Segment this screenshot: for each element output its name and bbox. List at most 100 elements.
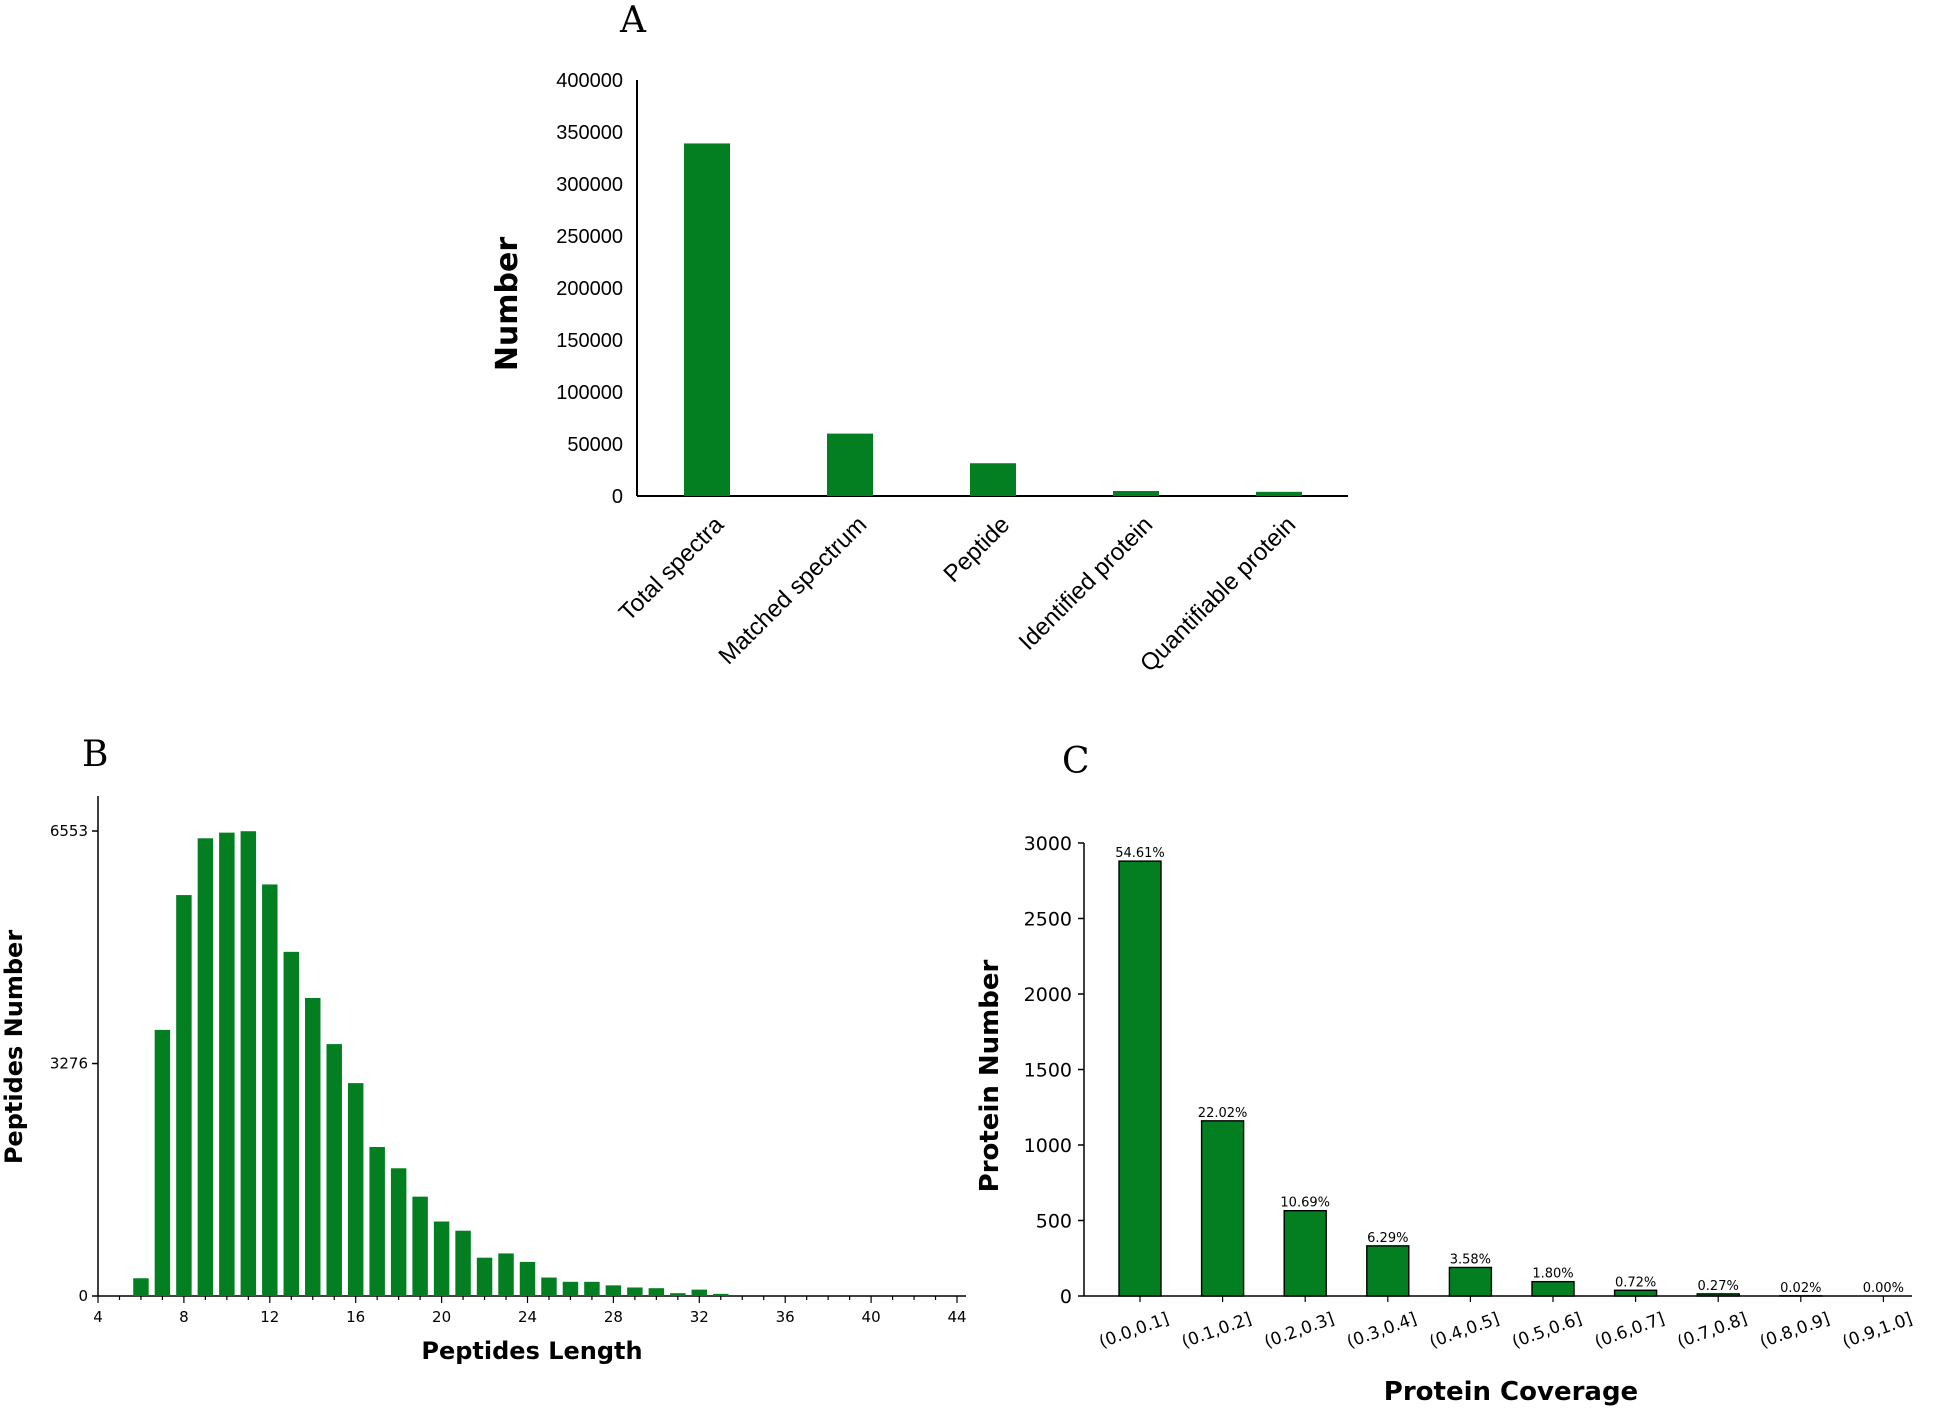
x-tick-label-b: 40 xyxy=(862,1308,881,1326)
bar-b xyxy=(369,1146,385,1296)
bar-b xyxy=(262,884,278,1296)
bar-b xyxy=(154,1029,171,1296)
percent-label-c: 0.02% xyxy=(1780,1281,1821,1296)
y-axis-label-c: Protein Number xyxy=(975,959,1005,1192)
bar-a xyxy=(684,143,730,496)
percent-label-c: 10.69% xyxy=(1280,1196,1330,1211)
bar-c xyxy=(1366,1245,1410,1297)
bar-b xyxy=(305,997,321,1296)
panel-label-a: A xyxy=(619,0,647,41)
x-tick-label-b: 8 xyxy=(179,1308,189,1326)
x-tick-label-b: 44 xyxy=(947,1308,966,1326)
bar-a xyxy=(970,463,1016,496)
bar-b xyxy=(197,838,214,1296)
bar-b xyxy=(713,1293,729,1296)
bar-c xyxy=(1531,1280,1575,1297)
y-tick-label-c: 0 xyxy=(1060,1286,1072,1308)
bar-b xyxy=(433,1221,450,1296)
bar-b xyxy=(627,1287,643,1296)
percent-label-c: 22.02% xyxy=(1198,1106,1248,1121)
x-category-label-c: (0.2,0.3] xyxy=(1262,1309,1337,1353)
y-tick-label-c: 3000 xyxy=(1024,833,1072,855)
y-tick-label-b: 6553 xyxy=(50,822,88,840)
bar-b xyxy=(326,1044,342,1296)
x-category-label-c: (0.9,1.0] xyxy=(1840,1309,1915,1353)
bar-b xyxy=(476,1257,493,1296)
percent-label-c: 0.27% xyxy=(1698,1279,1739,1294)
x-axis-label-c: Protein Coverage xyxy=(1384,1377,1638,1407)
bar-b xyxy=(519,1261,536,1296)
y-tick-label-a: 200000 xyxy=(556,278,623,300)
x-category-label-a: Quantifiable protein xyxy=(1135,511,1301,677)
percent-label-c: 3.58% xyxy=(1450,1252,1491,1267)
bar-a xyxy=(827,433,873,496)
bar-b xyxy=(219,832,235,1296)
y-tick-label-a: 150000 xyxy=(556,330,623,352)
y-tick-label-c: 2500 xyxy=(1024,909,1072,931)
x-axis-label-b: Peptides Length xyxy=(421,1337,642,1365)
panel-label-b: B xyxy=(82,734,108,775)
bar-b xyxy=(670,1293,686,1296)
x-category-label-c: (0.5,0.6] xyxy=(1510,1309,1585,1353)
y-axis-label-a: Number xyxy=(490,237,525,372)
y-tick-label-c: 500 xyxy=(1036,1211,1072,1233)
bar-c xyxy=(1200,1120,1245,1297)
y-tick-label-a: 0 xyxy=(612,486,623,508)
chart-a: 0 50000 100000 150000 200000 250000 300000 3500… xyxy=(490,70,1348,677)
x-category-label-a: Total spectra xyxy=(614,511,730,627)
y-tick-label-a: 50000 xyxy=(567,434,623,456)
bar-c xyxy=(1613,1289,1658,1297)
bar-a xyxy=(1113,491,1159,496)
x-category-label-a: Matched spectrum xyxy=(714,511,873,670)
x-tick-label-b: 24 xyxy=(518,1308,537,1326)
bar-b xyxy=(541,1277,557,1296)
x-category-label-a: Peptide xyxy=(939,511,1016,588)
x-tick-label-b: 36 xyxy=(776,1308,795,1326)
x-tick-label-b: 32 xyxy=(690,1308,709,1326)
y-tick-label-a: 300000 xyxy=(556,174,623,196)
percent-label-c: 54.61% xyxy=(1115,846,1165,861)
y-tick-label-a: 350000 xyxy=(556,122,623,144)
bar-c xyxy=(1696,1293,1740,1297)
bar-b xyxy=(455,1230,471,1296)
panel-label-c: C xyxy=(1062,741,1090,782)
bar-b xyxy=(283,951,300,1296)
x-category-label-c: (0.4,0.5] xyxy=(1427,1309,1502,1353)
bar-b xyxy=(584,1281,600,1296)
bar-a xyxy=(1256,491,1302,496)
bar-b xyxy=(133,1278,149,1296)
y-tick-label-b: 0 xyxy=(78,1287,88,1305)
y-tick-label-b: 3276 xyxy=(50,1055,88,1073)
percent-label-c: 0.72% xyxy=(1615,1275,1656,1290)
x-category-label-c: (0.3,0.4] xyxy=(1344,1309,1419,1353)
x-category-label-c: (0.6,0.7] xyxy=(1592,1309,1667,1353)
x-category-label-c: (0.1,0.2] xyxy=(1179,1309,1254,1353)
y-tick-label-c: 1000 xyxy=(1024,1135,1072,1157)
chart-c: 0 500 1000 1500 2000 2500 3000 54.61% (0.0,0.1] 2… xyxy=(975,833,1915,1407)
bar-c xyxy=(1118,860,1162,1297)
y-axis-label-b: Peptides Number xyxy=(0,930,28,1164)
percent-label-c: 1.80% xyxy=(1532,1267,1573,1282)
bar-b xyxy=(691,1289,708,1296)
bar-b xyxy=(605,1285,622,1296)
x-category-label-c: (0.8,0.9] xyxy=(1757,1309,1832,1353)
y-tick-label-a: 100000 xyxy=(556,382,623,404)
bar-b xyxy=(498,1253,514,1296)
chart-b: 0 3276 6553 4 8 12 16 20 24 28 32 36 40 44 Peptides Le… xyxy=(0,796,967,1365)
y-tick-label-c: 2000 xyxy=(1024,984,1072,1006)
x-category-label-c: (0.0,0.1] xyxy=(1097,1309,1172,1353)
bar-c xyxy=(1283,1209,1327,1297)
y-tick-label-c: 1500 xyxy=(1024,1060,1072,1082)
percent-label-c: 0.00% xyxy=(1863,1281,1904,1296)
bar-b xyxy=(412,1196,428,1296)
bar-b xyxy=(562,1281,579,1296)
x-category-label-c: (0.7,0.8] xyxy=(1675,1309,1750,1353)
bar-c xyxy=(1448,1266,1493,1297)
y-tick-label-a: 400000 xyxy=(556,70,623,92)
x-category-label-a: Identified protein xyxy=(1014,511,1159,656)
y-tick-label-a: 250000 xyxy=(556,226,623,248)
x-tick-label-b: 20 xyxy=(432,1308,451,1326)
bar-b xyxy=(176,895,192,1296)
x-tick-label-b: 28 xyxy=(604,1308,623,1326)
